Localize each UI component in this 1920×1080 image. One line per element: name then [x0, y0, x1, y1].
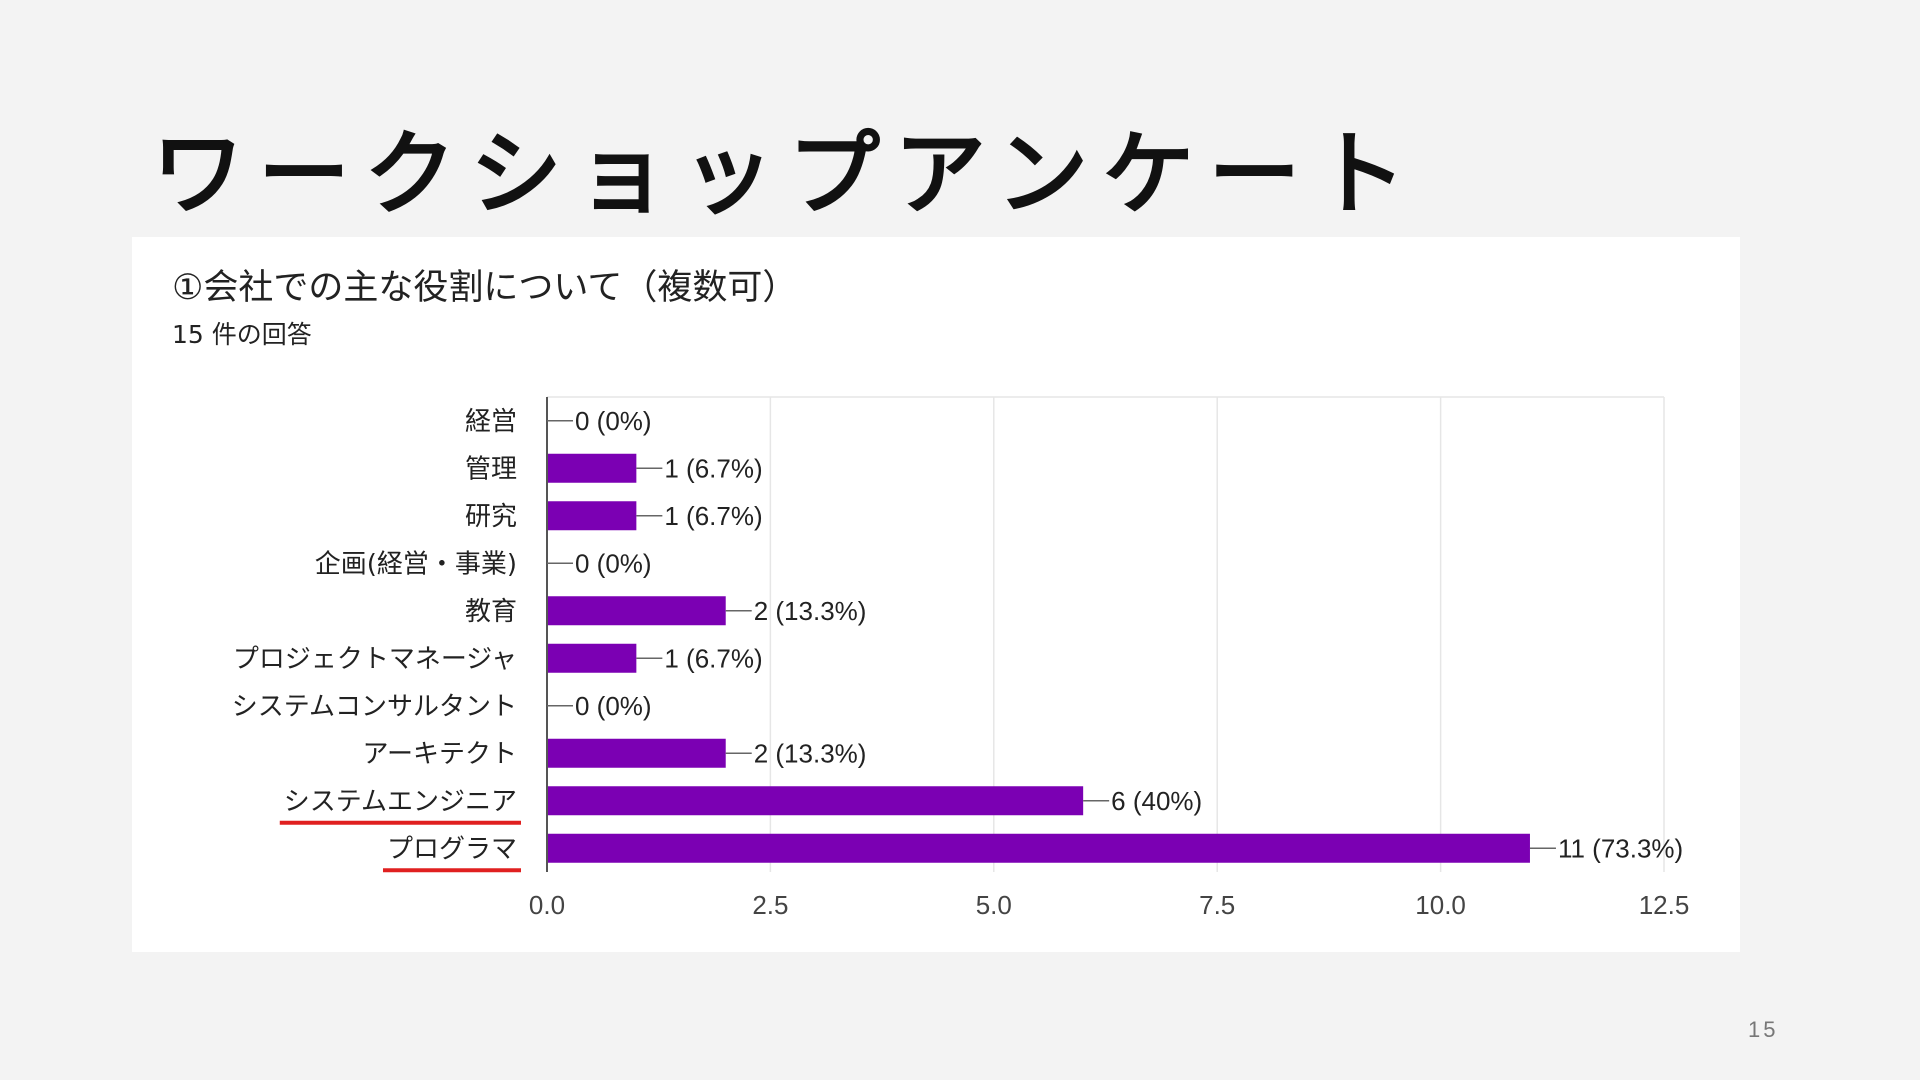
category-label: システムコンサルタント — [232, 692, 517, 722]
data-label: 2 (13.3%) — [754, 596, 867, 626]
category-label: プロジェクトマネージャ — [233, 644, 517, 674]
bar-chart: 0.0 2.5 5.0 7.5 10.0 12.5 経営 0 (0%) 管理 1 (6.7%) 研究… — [232, 396, 1690, 920]
x-tick-label: 5.0 — [976, 890, 1012, 920]
bar — [548, 786, 1084, 816]
data-label: 1 (6.7%) — [664, 643, 762, 673]
data-label: 1 (6.7%) — [664, 453, 762, 483]
data-label: 0 (0%) — [575, 691, 652, 721]
category-label: アーキテクト — [363, 739, 517, 769]
x-tick-label: 10.0 — [1415, 890, 1466, 920]
category-label: 教育 — [465, 597, 517, 627]
bar — [548, 738, 726, 768]
x-tick-label: 12.5 — [1639, 890, 1690, 920]
category-label: プログラマ — [387, 834, 517, 864]
data-label: 2 (13.3%) — [754, 738, 867, 768]
data-label: 11 (73.3%) — [1558, 833, 1683, 863]
bar — [548, 501, 637, 531]
x-tick-label: 0.0 — [529, 890, 565, 920]
survey-card: ①会社での主な役割について（複数可） 15 件の回答 0.0 2.5 5.0 7.5 1… — [132, 237, 1740, 952]
bar — [548, 643, 637, 673]
x-tick-label: 7.5 — [1199, 890, 1235, 920]
bar — [548, 596, 726, 626]
question-title: ①会社での主な役割について（複数可） — [172, 268, 798, 308]
bar — [548, 453, 637, 483]
bar — [548, 833, 1530, 863]
page-number: 15 — [1748, 1017, 1779, 1042]
x-tick-label: 2.5 — [752, 890, 788, 920]
category-label: 企画(経営・事業) — [315, 549, 517, 579]
category-label: 管理 — [465, 454, 517, 484]
category-label: 研究 — [465, 502, 517, 532]
response-count: 15 件の回答 — [172, 320, 312, 349]
category-label: 経営 — [465, 407, 517, 437]
slide-title: ワークショップアンケート — [152, 121, 1421, 228]
category-label: システムエンジニア — [284, 787, 517, 817]
data-label: 1 (6.7%) — [664, 501, 762, 531]
data-label: 0 (0%) — [575, 406, 652, 436]
data-label: 6 (40%) — [1111, 786, 1202, 816]
data-label: 0 (0%) — [575, 548, 652, 578]
